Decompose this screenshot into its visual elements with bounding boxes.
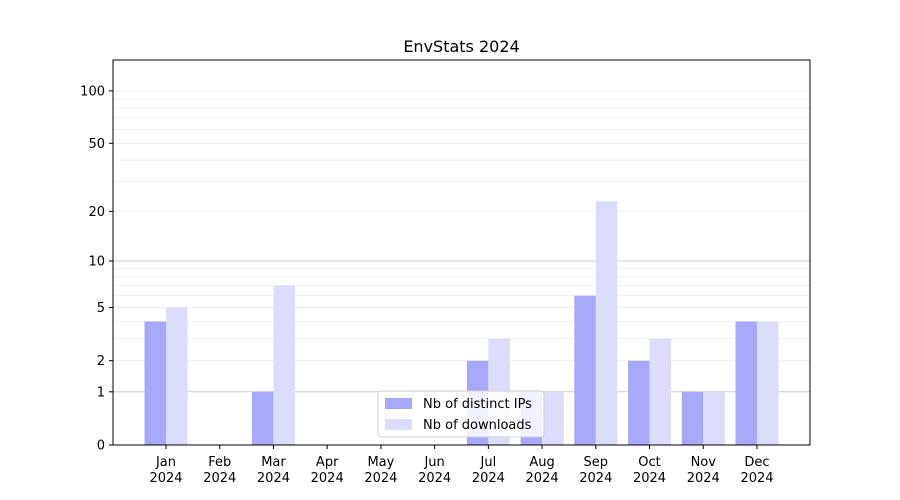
bar-ips (251, 391, 274, 445)
x-tick-label-year: 2024 (364, 471, 397, 486)
x-tick-label-year: 2024 (579, 471, 612, 486)
legend: Nb of distinct IPs Nb of downloads (377, 390, 545, 438)
legend-label: Nb of downloads (423, 418, 532, 433)
x-tick-label-month: Jun (423, 455, 444, 470)
bar-ips (144, 321, 166, 445)
y-tick-label: 1 (97, 385, 105, 400)
x-tick-label-year: 2024 (203, 471, 236, 486)
x-tick-label-year: 2024 (687, 471, 720, 486)
chart-title: EnvStats 2024 (403, 37, 519, 56)
x-tick-label-month: Mar (261, 455, 286, 470)
x-tick-label-year: 2024 (311, 471, 344, 486)
bar-downloads (649, 338, 672, 445)
y-tick-label: 100 (80, 84, 105, 99)
legend-swatch (385, 398, 412, 409)
x-tick-label-month: Dec (744, 455, 769, 470)
bar-downloads (757, 321, 779, 445)
y-tick-label: 20 (88, 205, 105, 220)
x-tick-label-month: Feb (208, 455, 231, 470)
y-axis: 0 1 2 5 10 20 50 100 (80, 84, 113, 454)
x-tick-label-month: Oct (638, 455, 660, 470)
x-axis: Jan2024Feb2024Mar2024Apr2024May2024Jun20… (149, 445, 774, 486)
legend-label: Nb of distinct IPs (423, 397, 532, 412)
bar-downloads (595, 201, 618, 445)
y-tick-label: 5 (97, 301, 105, 316)
y-tick-label: 0 (97, 439, 105, 454)
bar-ips (681, 391, 704, 445)
bar-downloads (166, 307, 188, 445)
y-tick-label: 10 (88, 254, 105, 269)
x-tick-label-year: 2024 (149, 471, 182, 486)
grid-lines (113, 90, 810, 393)
legend-box (377, 390, 545, 438)
x-tick-label-year: 2024 (633, 471, 666, 486)
x-tick-label-year: 2024 (257, 471, 290, 486)
x-tick-label-year: 2024 (740, 471, 773, 486)
bar-ips (628, 360, 650, 445)
x-tick-label-year: 2024 (472, 471, 505, 486)
bar-ips (574, 295, 596, 445)
x-tick-label-month: Aug (529, 455, 554, 470)
plot-frame (112, 59, 811, 446)
bar-ips (735, 321, 757, 445)
x-tick-label-month: Jul (480, 455, 497, 470)
x-tick-label-year: 2024 (526, 471, 559, 486)
x-tick-label-month: Apr (316, 455, 339, 470)
y-tick-label: 2 (97, 354, 105, 369)
x-tick-label-month: Sep (584, 455, 609, 470)
bar-downloads (542, 391, 564, 445)
x-tick-label-year: 2024 (418, 471, 451, 486)
x-tick-label-month: May (367, 455, 394, 470)
x-tick-label-month: Jan (155, 455, 176, 470)
bar-downloads (703, 391, 725, 445)
x-tick-label-month: Nov (691, 455, 717, 470)
legend-swatch (385, 419, 412, 430)
bar-downloads (273, 285, 295, 445)
y-tick-label: 50 (88, 137, 105, 152)
